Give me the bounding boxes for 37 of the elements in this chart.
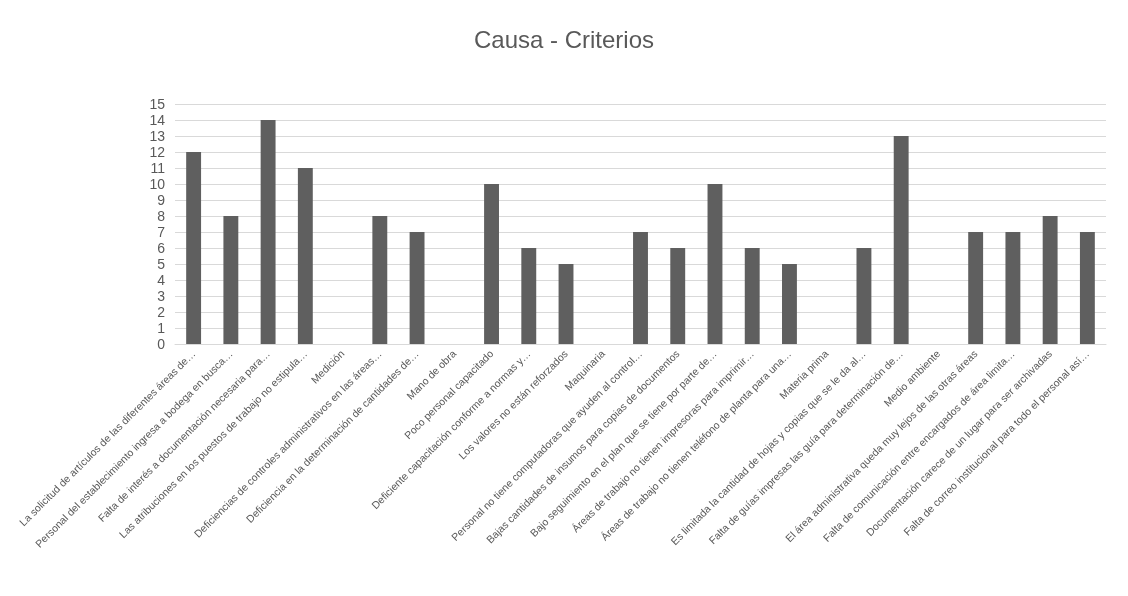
bar (260, 120, 276, 344)
y-tick-label: 2 (157, 304, 166, 320)
bar (186, 152, 202, 344)
bar (968, 232, 984, 344)
bar (893, 136, 909, 344)
bar (223, 216, 239, 344)
bar (484, 184, 499, 344)
bar (744, 248, 760, 344)
bar (1042, 216, 1058, 344)
bar (372, 216, 388, 344)
y-tick-label: 0 (157, 336, 166, 352)
bar (782, 264, 797, 344)
y-tick-label: 1 (157, 320, 166, 336)
y-tick-label: 11 (150, 160, 166, 176)
y-tick-label: 5 (157, 256, 166, 272)
bar (1005, 232, 1021, 344)
y-tick-label: 6 (157, 240, 166, 256)
y-tick-label: 8 (157, 208, 166, 224)
bar (670, 248, 686, 344)
bar (856, 248, 872, 344)
chart-title: Causa - Criterios (473, 25, 655, 53)
y-tick-label: 10 (149, 176, 166, 192)
y-tick-label: 9 (157, 192, 166, 208)
bar (558, 264, 574, 344)
y-tick-label: 7 (157, 224, 166, 240)
y-tick-label: 13 (149, 128, 166, 144)
y-tick-label: 4 (157, 272, 166, 288)
bar (521, 248, 537, 344)
bar (633, 232, 648, 344)
y-tick-label: 15 (149, 96, 166, 112)
y-tick-label: 14 (149, 112, 166, 128)
bar (1079, 232, 1095, 344)
y-tick-label: 3 (157, 288, 166, 304)
bar (707, 184, 723, 344)
bar (409, 232, 425, 344)
y-tick-label: 12 (149, 144, 166, 160)
bar (297, 168, 313, 344)
